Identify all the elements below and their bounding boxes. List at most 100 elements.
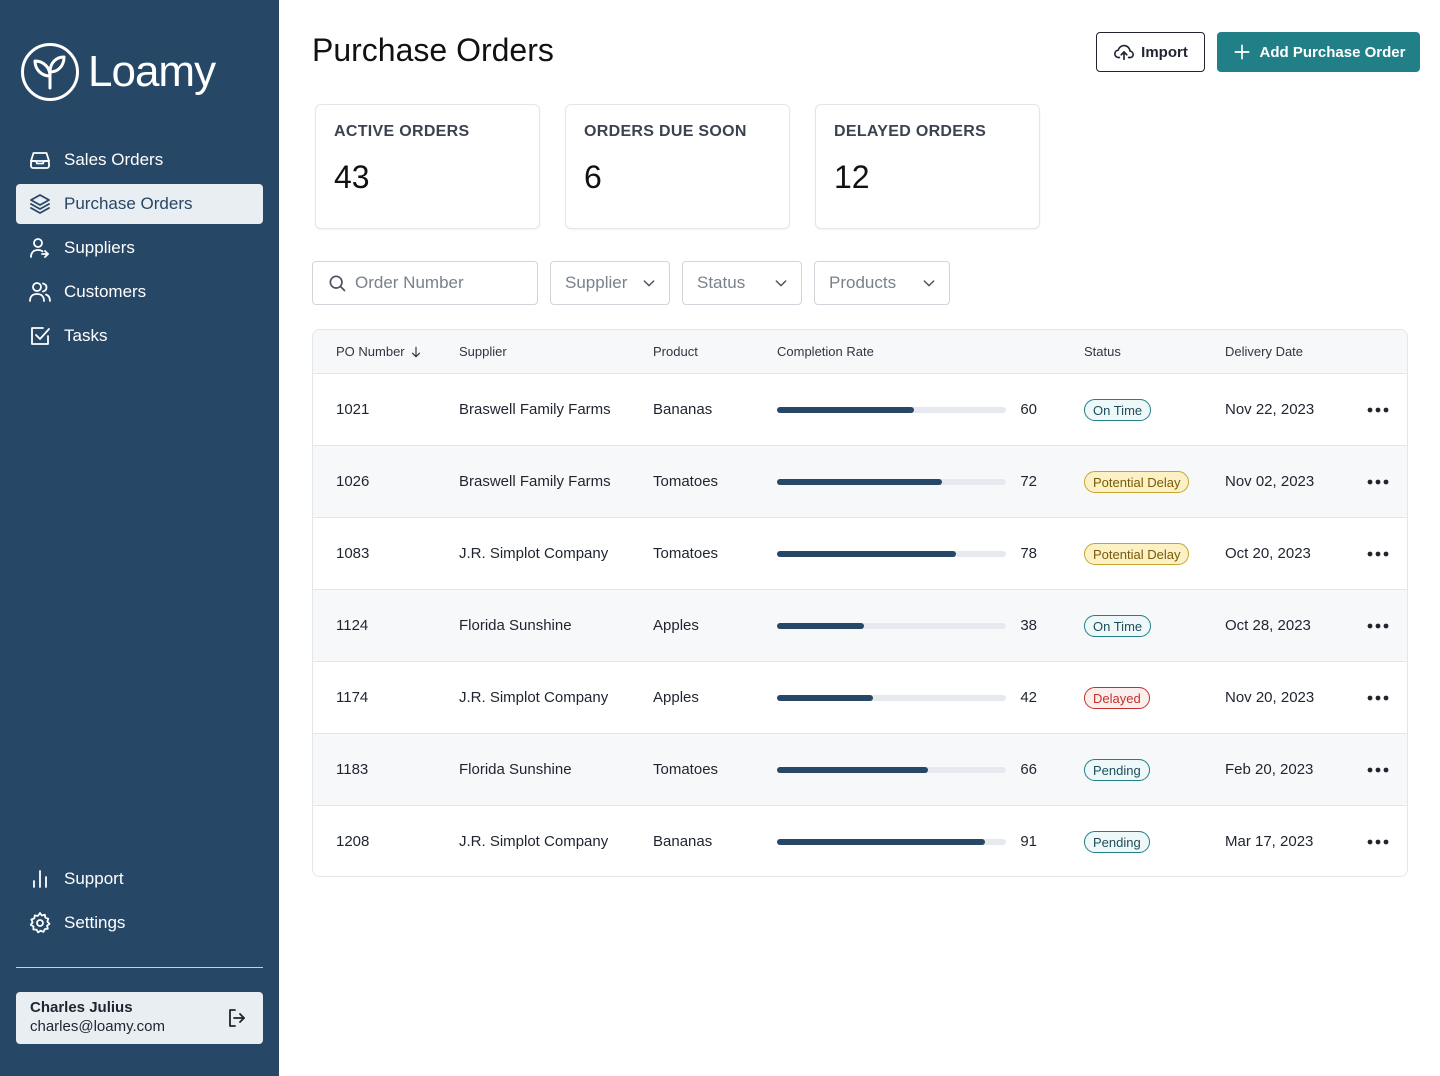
users-icon bbox=[28, 280, 52, 304]
status-filter[interactable]: Status bbox=[682, 261, 802, 305]
product-name: Apples bbox=[653, 617, 699, 634]
column-header-product[interactable]: Product bbox=[653, 344, 698, 359]
completion-bar-fill bbox=[777, 479, 942, 485]
sidebar-item-label: Customers bbox=[64, 282, 147, 301]
supplier-name: J.R. Simplot Company bbox=[459, 689, 609, 706]
more-actions-button[interactable] bbox=[1366, 401, 1390, 419]
column-header-label: Status bbox=[1084, 344, 1121, 359]
po-number: 1083 bbox=[336, 545, 370, 562]
completion-bar-fill bbox=[777, 839, 986, 845]
order-number-search[interactable]: Order Number bbox=[312, 261, 538, 305]
delivery-date: Nov 20, 2023 bbox=[1225, 689, 1315, 706]
product-name: Tomatoes bbox=[653, 545, 719, 562]
status-badge: Pending bbox=[1084, 759, 1150, 781]
products-filter[interactable]: Products bbox=[814, 261, 950, 305]
sidebar-item-support[interactable]: Support bbox=[16, 859, 263, 899]
po-number: 1021 bbox=[336, 401, 370, 418]
more-horizontal-icon bbox=[1367, 407, 1389, 413]
supplier-name: Florida Sunshine bbox=[459, 617, 572, 634]
column-header-delivery-date[interactable]: Delivery Date bbox=[1225, 344, 1303, 359]
column-header-po-number[interactable]: PO Number bbox=[336, 344, 423, 359]
sidebar-item-label: Support bbox=[64, 869, 124, 888]
stat-card-orders-due-soon: ORDERS DUE SOON 6 bbox=[565, 104, 790, 229]
column-header-label: Delivery Date bbox=[1225, 344, 1304, 359]
table-row[interactable]: 1174 J.R. Simplot Company Apples 42 Delayed N… bbox=[313, 662, 1407, 734]
delivery-date: Mar 17, 2023 bbox=[1225, 833, 1314, 850]
column-header-supplier[interactable]: Supplier bbox=[459, 344, 507, 359]
logout-icon[interactable] bbox=[225, 1006, 249, 1030]
secondary-nav: Support Settings bbox=[16, 859, 263, 947]
sidebar-item-settings[interactable]: Settings bbox=[16, 903, 263, 943]
table-header: PO Number Supplier Product Completion Ra… bbox=[313, 330, 1407, 374]
table-row[interactable]: 1208 J.R. Simplot Company Bananas 91 Pending… bbox=[313, 806, 1407, 876]
more-horizontal-icon bbox=[1367, 551, 1389, 557]
more-horizontal-icon bbox=[1367, 623, 1389, 629]
gear-icon bbox=[28, 911, 52, 935]
search-placeholder: Order Number bbox=[355, 273, 464, 292]
import-button[interactable]: Import bbox=[1096, 32, 1205, 72]
checkbox-icon bbox=[28, 324, 52, 348]
sidebar-item-purchase-orders[interactable]: Purchase Orders bbox=[16, 184, 263, 224]
sidebar-item-tasks[interactable]: Tasks bbox=[16, 316, 263, 356]
user-card: Charles Julius charles@loamy.com bbox=[16, 992, 263, 1044]
supplier-filter[interactable]: Supplier bbox=[550, 261, 670, 305]
more-actions-button[interactable] bbox=[1366, 545, 1390, 563]
completion-value: 78 bbox=[1020, 545, 1037, 562]
po-number: 1208 bbox=[336, 833, 370, 850]
chevron-down-icon bbox=[923, 280, 935, 287]
stat-label: DELAYED ORDERS bbox=[834, 123, 987, 140]
more-horizontal-icon bbox=[1367, 767, 1389, 773]
table-row[interactable]: 1026 Braswell Family Farms Tomatoes 72 Poten… bbox=[313, 446, 1407, 518]
chevron-down-icon bbox=[643, 280, 655, 287]
table-row[interactable]: 1124 Florida Sunshine Apples 38 On Time Oct 2… bbox=[313, 590, 1407, 662]
inbox-icon bbox=[28, 148, 52, 172]
sidebar-item-label: Settings bbox=[64, 913, 126, 932]
search-icon bbox=[329, 275, 346, 292]
more-actions-button[interactable] bbox=[1366, 761, 1390, 779]
completion-bar bbox=[777, 767, 1006, 773]
sidebar-item-suppliers[interactable]: Suppliers bbox=[16, 228, 263, 268]
product-name: Tomatoes bbox=[653, 761, 719, 778]
completion-value: 91 bbox=[1020, 833, 1037, 850]
more-actions-button[interactable] bbox=[1366, 689, 1390, 707]
import-label: Import bbox=[1141, 43, 1188, 61]
po-number: 1124 bbox=[336, 617, 369, 634]
product-name: Tomatoes bbox=[653, 473, 719, 490]
completion-bar-fill bbox=[777, 551, 956, 557]
product-name: Bananas bbox=[653, 401, 713, 418]
column-header-status[interactable]: Status bbox=[1084, 344, 1121, 359]
status-badge: On Time bbox=[1084, 399, 1152, 421]
chevron-down-icon bbox=[775, 280, 787, 287]
stat-card-active-orders: ACTIVE ORDERS 43 bbox=[315, 104, 540, 229]
column-header-label: Product bbox=[653, 344, 698, 359]
more-actions-button[interactable] bbox=[1366, 833, 1390, 851]
arrow-down-icon bbox=[411, 346, 420, 357]
completion-bar-fill bbox=[777, 767, 929, 773]
column-header-label: Completion Rate bbox=[777, 344, 874, 359]
table-row[interactable]: 1183 Florida Sunshine Tomatoes 66 Pending Feb… bbox=[313, 734, 1407, 806]
delivery-date: Nov 22, 2023 bbox=[1225, 401, 1315, 418]
status-badge: Delayed bbox=[1084, 687, 1150, 709]
product-name: Bananas bbox=[653, 833, 713, 850]
sidebar-item-sales-orders[interactable]: Sales Orders bbox=[16, 140, 263, 180]
status-badge: Pending bbox=[1084, 831, 1150, 853]
add-purchase-order-button[interactable]: Add Purchase Order bbox=[1217, 32, 1420, 72]
sidebar-item-customers[interactable]: Customers bbox=[16, 272, 263, 312]
column-header-completion-rate[interactable]: Completion Rate bbox=[777, 344, 874, 359]
po-number: 1026 bbox=[336, 473, 370, 490]
completion-bar-fill bbox=[777, 407, 915, 413]
completion-bar bbox=[777, 839, 1006, 845]
sidebar: Loamy Sales Orders Purchase Orders Suppl… bbox=[0, 0, 279, 1076]
completion-bar bbox=[777, 407, 1006, 413]
bar-chart-icon bbox=[28, 867, 52, 891]
table-row[interactable]: 1021 Braswell Family Farms Bananas 60 On Tim… bbox=[313, 374, 1407, 446]
delivery-date: Oct 28, 2023 bbox=[1225, 617, 1311, 634]
logo[interactable]: Loamy bbox=[20, 42, 216, 102]
table-row[interactable]: 1083 J.R. Simplot Company Tomatoes 78 Potent… bbox=[313, 518, 1407, 590]
more-actions-button[interactable] bbox=[1366, 617, 1390, 635]
more-actions-button[interactable] bbox=[1366, 473, 1390, 491]
products-filter-label: Products bbox=[829, 273, 897, 292]
completion-bar bbox=[777, 623, 1006, 629]
more-horizontal-icon bbox=[1367, 839, 1389, 845]
user-email: charles@loamy.com bbox=[30, 1018, 165, 1035]
